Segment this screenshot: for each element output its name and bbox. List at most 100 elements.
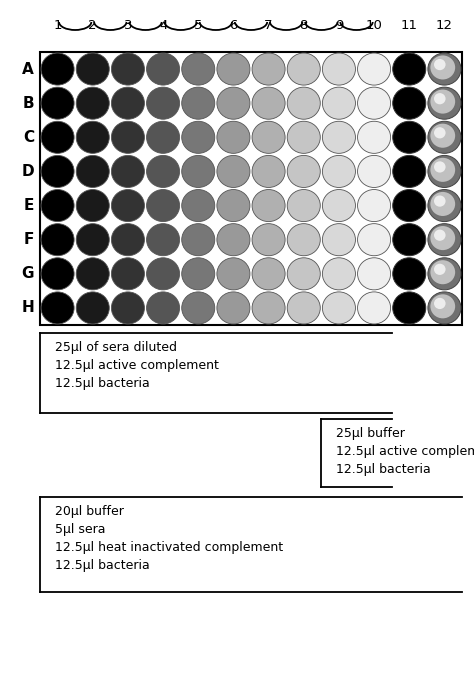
Ellipse shape xyxy=(41,258,74,290)
Ellipse shape xyxy=(434,161,446,173)
Ellipse shape xyxy=(146,224,180,256)
Ellipse shape xyxy=(322,258,356,290)
Ellipse shape xyxy=(111,292,145,324)
Ellipse shape xyxy=(111,190,145,222)
Ellipse shape xyxy=(428,121,461,154)
Ellipse shape xyxy=(434,264,446,275)
Text: 9: 9 xyxy=(335,19,343,32)
Ellipse shape xyxy=(217,224,250,256)
Ellipse shape xyxy=(41,190,74,222)
Ellipse shape xyxy=(393,53,426,85)
Ellipse shape xyxy=(322,121,356,154)
Ellipse shape xyxy=(182,156,215,188)
Text: 2: 2 xyxy=(89,19,97,32)
Ellipse shape xyxy=(430,294,455,318)
Ellipse shape xyxy=(182,292,215,324)
Ellipse shape xyxy=(434,195,446,207)
Ellipse shape xyxy=(287,87,320,119)
Ellipse shape xyxy=(393,224,426,256)
Ellipse shape xyxy=(430,56,455,80)
Text: 5: 5 xyxy=(194,19,202,32)
Ellipse shape xyxy=(111,87,145,119)
Ellipse shape xyxy=(322,156,356,188)
Ellipse shape xyxy=(76,121,109,154)
Ellipse shape xyxy=(357,258,391,290)
Ellipse shape xyxy=(217,87,250,119)
Ellipse shape xyxy=(76,190,109,222)
Ellipse shape xyxy=(428,258,461,290)
Ellipse shape xyxy=(434,59,446,70)
Text: 25μl buffer
12.5μl active complement
12.5μl bacteria: 25μl buffer 12.5μl active complement 12.… xyxy=(337,427,474,476)
Ellipse shape xyxy=(146,156,180,188)
Ellipse shape xyxy=(182,224,215,256)
Ellipse shape xyxy=(41,292,74,324)
Text: 3: 3 xyxy=(124,19,132,32)
Ellipse shape xyxy=(287,224,320,256)
Text: D: D xyxy=(21,164,34,179)
Ellipse shape xyxy=(252,121,285,154)
Ellipse shape xyxy=(217,156,250,188)
Ellipse shape xyxy=(41,156,74,188)
Text: 6: 6 xyxy=(229,19,237,32)
Ellipse shape xyxy=(146,121,180,154)
Ellipse shape xyxy=(287,258,320,290)
Text: 1: 1 xyxy=(54,19,62,32)
Ellipse shape xyxy=(146,258,180,290)
Ellipse shape xyxy=(182,121,215,154)
Text: 20μl buffer
5μl sera
12.5μl heat inactivated complement
12.5μl bacteria: 20μl buffer 5μl sera 12.5μl heat inactiv… xyxy=(55,505,283,572)
Ellipse shape xyxy=(393,190,426,222)
Ellipse shape xyxy=(430,158,455,182)
Ellipse shape xyxy=(287,292,320,324)
Ellipse shape xyxy=(428,156,461,188)
Ellipse shape xyxy=(76,87,109,119)
Ellipse shape xyxy=(357,87,391,119)
Ellipse shape xyxy=(287,53,320,85)
Text: E: E xyxy=(24,198,34,213)
Text: F: F xyxy=(24,232,34,248)
Ellipse shape xyxy=(76,53,109,85)
Ellipse shape xyxy=(357,190,391,222)
Ellipse shape xyxy=(41,53,74,85)
Ellipse shape xyxy=(393,121,426,154)
Ellipse shape xyxy=(322,292,356,324)
Ellipse shape xyxy=(393,156,426,188)
Ellipse shape xyxy=(428,53,461,85)
Bar xyxy=(40,52,462,325)
Ellipse shape xyxy=(393,292,426,324)
Text: B: B xyxy=(22,96,34,111)
Ellipse shape xyxy=(252,156,285,188)
Text: G: G xyxy=(21,267,34,282)
Text: 8: 8 xyxy=(300,19,308,32)
Text: 10: 10 xyxy=(365,19,383,32)
Ellipse shape xyxy=(393,87,426,119)
Text: A: A xyxy=(22,62,34,77)
Ellipse shape xyxy=(357,292,391,324)
Ellipse shape xyxy=(41,224,74,256)
Ellipse shape xyxy=(252,53,285,85)
Text: 4: 4 xyxy=(159,19,167,32)
Ellipse shape xyxy=(111,224,145,256)
Ellipse shape xyxy=(357,156,391,188)
Ellipse shape xyxy=(434,298,446,309)
Ellipse shape xyxy=(434,127,446,139)
Ellipse shape xyxy=(252,87,285,119)
Text: H: H xyxy=(21,301,34,316)
Ellipse shape xyxy=(428,224,461,256)
Text: 12: 12 xyxy=(436,19,453,32)
Ellipse shape xyxy=(430,226,455,250)
Ellipse shape xyxy=(182,190,215,222)
Ellipse shape xyxy=(287,156,320,188)
Text: 11: 11 xyxy=(401,19,418,32)
Ellipse shape xyxy=(146,53,180,85)
Ellipse shape xyxy=(322,190,356,222)
Ellipse shape xyxy=(430,260,455,284)
Ellipse shape xyxy=(393,258,426,290)
Ellipse shape xyxy=(434,230,446,241)
Ellipse shape xyxy=(357,53,391,85)
Ellipse shape xyxy=(357,121,391,154)
Ellipse shape xyxy=(146,87,180,119)
Ellipse shape xyxy=(76,224,109,256)
Text: 7: 7 xyxy=(264,19,273,32)
Ellipse shape xyxy=(252,224,285,256)
Ellipse shape xyxy=(146,292,180,324)
